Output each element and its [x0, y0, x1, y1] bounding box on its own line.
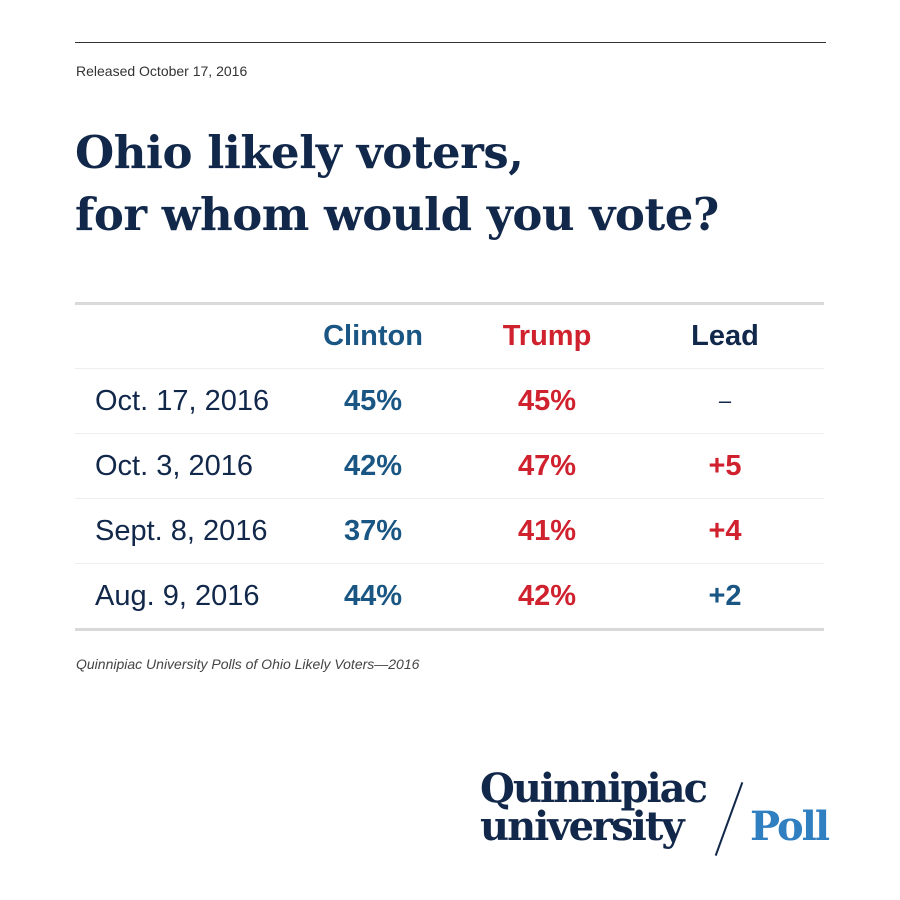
trump-value: 41% — [517, 514, 577, 547]
clinton-value: 42% — [343, 449, 403, 482]
top-rule — [75, 42, 826, 43]
logo-university: university — [480, 803, 685, 850]
row-date: Oct. 17, 2016 — [95, 384, 270, 417]
title-line-2: for whom would you vote? — [75, 188, 719, 241]
clinton-value: 45% — [343, 384, 403, 417]
header-lead: Lead — [691, 320, 759, 352]
lead-value: – — [718, 388, 732, 413]
table-row: Oct. 17, 2016 45% 45% – — [75, 369, 824, 434]
trump-value: 47% — [517, 449, 577, 482]
logo-quinnipiac: Quinnipiac — [480, 765, 708, 812]
lead-value: +5 — [708, 449, 742, 482]
quinnipiac-poll-logo: Quinnipiac university Poll — [478, 768, 838, 868]
table-row: Oct. 3, 2016 42% 47% +5 — [75, 434, 824, 499]
table-row: Aug. 9, 2016 44% 42% +2 — [75, 564, 824, 628]
title-line-1: Ohio likely voters, — [75, 126, 524, 179]
row-date: Oct. 3, 2016 — [95, 449, 253, 482]
poll-table: Clinton Trump Lead Oct. 17, 2016 45% 45% – O… — [75, 302, 824, 631]
lead-value: +2 — [708, 579, 742, 612]
trump-value: 42% — [517, 579, 577, 612]
source-footnote: Quinnipiac University Polls of Ohio Like… — [76, 656, 420, 672]
trump-value: 45% — [517, 384, 577, 417]
clinton-value: 37% — [343, 514, 403, 547]
release-date: Released October 17, 2016 — [76, 63, 248, 79]
clinton-value: 44% — [343, 579, 403, 612]
header-trump: Trump — [502, 320, 592, 352]
logo-slash — [714, 782, 744, 856]
table-row: Sept. 8, 2016 37% 41% +4 — [75, 499, 824, 564]
table-header: Clinton Trump Lead — [75, 305, 824, 369]
header-clinton: Clinton — [323, 320, 423, 352]
row-date: Sept. 8, 2016 — [95, 514, 268, 547]
lead-value: +4 — [708, 514, 742, 547]
page-title: Ohio likely voters, for whom would you v… — [75, 122, 719, 246]
logo-poll: Poll — [750, 803, 830, 850]
row-date: Aug. 9, 2016 — [95, 579, 260, 612]
